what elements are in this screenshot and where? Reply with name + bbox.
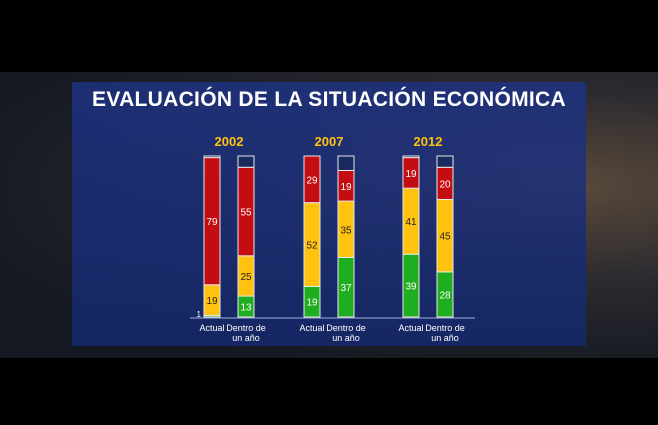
group-label-2012: 2012 bbox=[414, 134, 443, 149]
data-label-red: 20 bbox=[439, 179, 451, 190]
data-label-red: 29 bbox=[306, 175, 318, 186]
data-label-yellow: 19 bbox=[206, 296, 218, 307]
data-label-green: 28 bbox=[439, 290, 451, 301]
bar-segment-remainder bbox=[203, 155, 221, 159]
group-label-2002: 2002 bbox=[215, 134, 244, 149]
chart-title: EVALUACIÓN DE LA SITUACIÓN ECONÓMICA bbox=[92, 88, 566, 111]
bar-segment-remainder bbox=[337, 155, 355, 171]
data-label-red: 19 bbox=[340, 182, 352, 193]
data-label-green: 37 bbox=[340, 283, 352, 294]
data-label-green: 13 bbox=[240, 303, 252, 314]
category-label: Dentro de bbox=[425, 323, 465, 333]
bar-segment-red bbox=[303, 155, 321, 204]
data-label-yellow: 41 bbox=[405, 217, 417, 228]
data-label-red: 79 bbox=[206, 217, 218, 228]
category-label: un año bbox=[332, 333, 360, 343]
category-label: Dentro de bbox=[226, 323, 266, 333]
category-label: un año bbox=[232, 333, 260, 343]
category-label: Actual bbox=[199, 323, 224, 333]
category-label: Actual bbox=[299, 323, 324, 333]
data-label-green: 39 bbox=[405, 282, 417, 293]
data-label-green: 19 bbox=[306, 298, 318, 309]
group-label-2007: 2007 bbox=[315, 134, 344, 149]
data-label-green: 1 bbox=[197, 310, 202, 319]
data-label-red: 55 bbox=[240, 208, 252, 219]
data-label-yellow: 52 bbox=[306, 241, 318, 252]
category-label: Dentro de bbox=[326, 323, 366, 333]
chart-panel bbox=[72, 82, 586, 346]
category-label: Actual bbox=[398, 323, 423, 333]
bar-segment-remainder bbox=[436, 155, 454, 168]
bar-segment-remainder bbox=[402, 155, 420, 159]
bar-segment-remainder bbox=[237, 155, 255, 168]
data-label-red: 19 bbox=[405, 169, 417, 180]
data-label-yellow: 35 bbox=[340, 225, 352, 236]
data-label-yellow: 45 bbox=[439, 232, 451, 243]
category-label: un año bbox=[431, 333, 459, 343]
data-label-yellow: 25 bbox=[240, 272, 252, 283]
